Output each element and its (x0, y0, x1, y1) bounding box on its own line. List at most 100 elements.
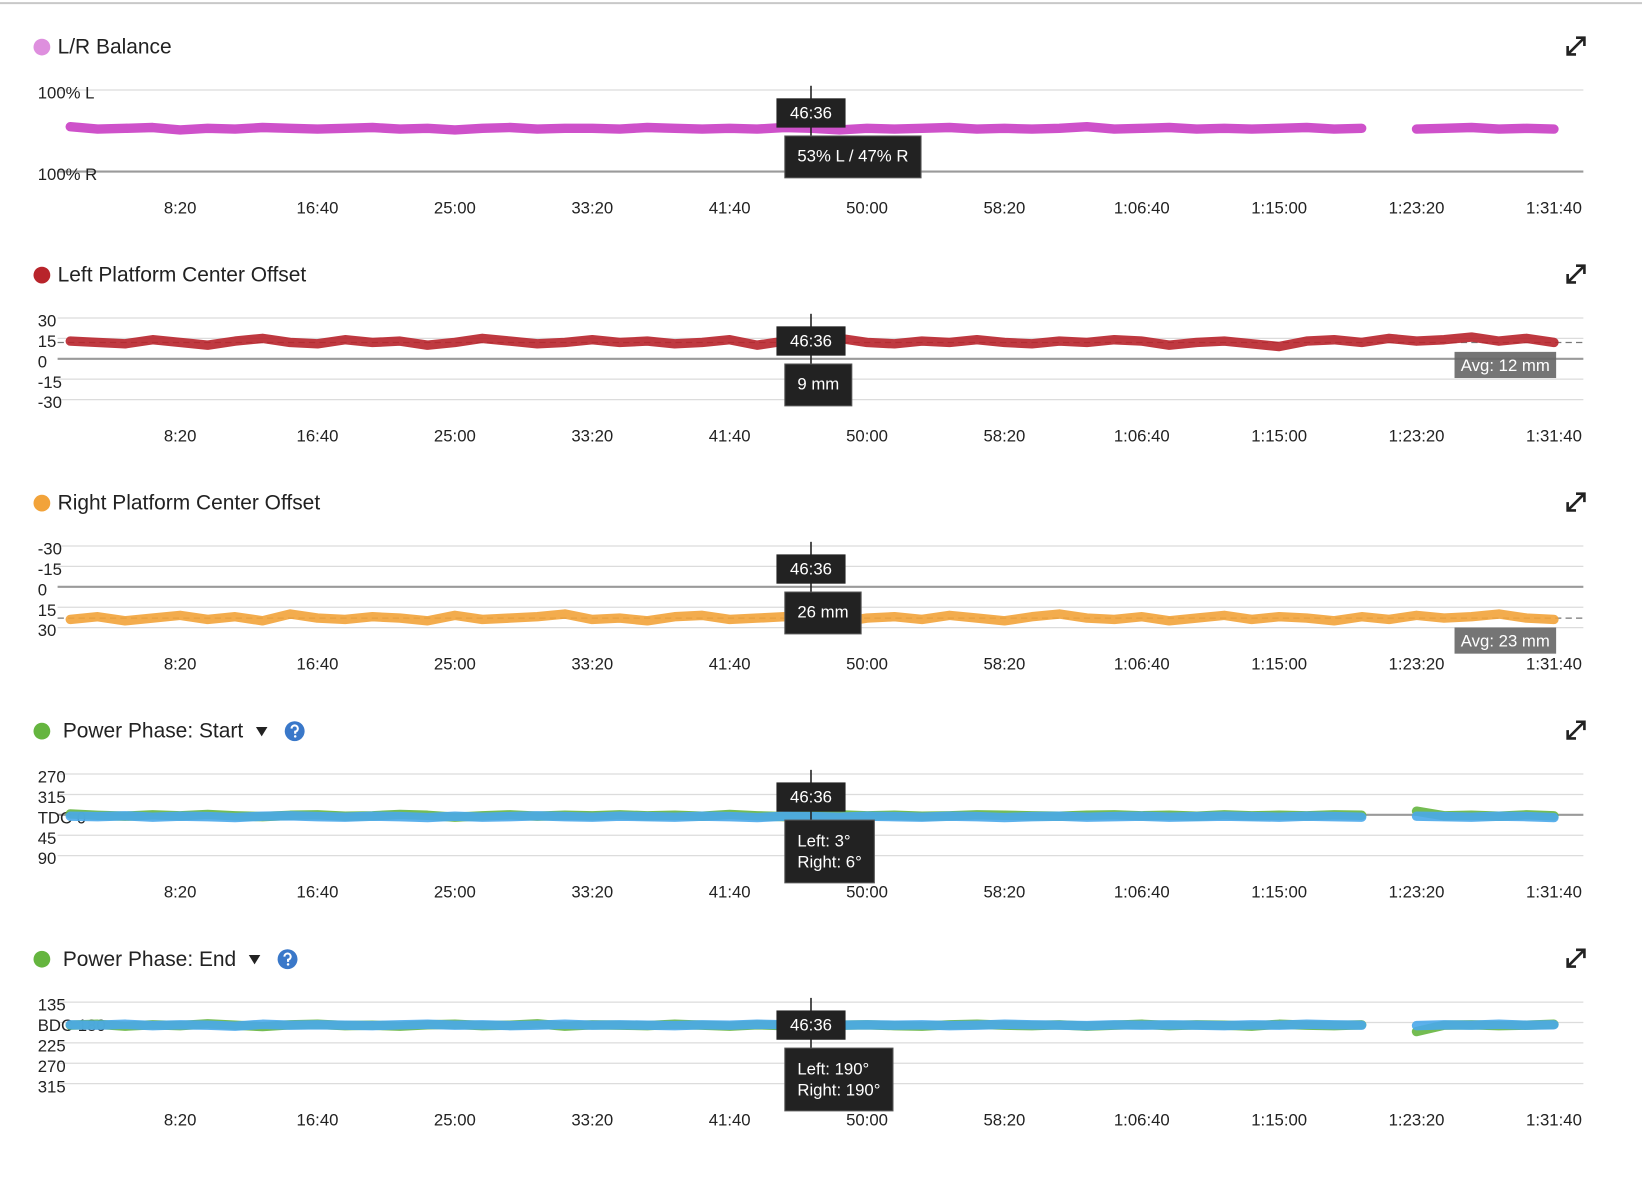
x-tick-label: 1:31:40 (1526, 199, 1582, 218)
data-band (65, 121, 1559, 135)
x-tick-label: 1:06:40 (1114, 655, 1170, 674)
x-tick-label: 33:20 (571, 199, 613, 218)
avg-badge (1454, 627, 1557, 654)
avg-label: Avg: 12 mm (1461, 356, 1550, 375)
x-tick-label: 1:15:00 (1251, 655, 1307, 674)
expand-icon[interactable] (1566, 492, 1586, 512)
x-tick-label: 1:31:40 (1526, 427, 1582, 446)
tooltip-text: 53% L / 47% R (797, 146, 908, 165)
tooltip-box (784, 363, 853, 407)
y-tick-label: 0 (38, 352, 47, 371)
x-tick-label: 1:23:20 (1389, 655, 1445, 674)
x-tick-label: 33:20 (571, 1111, 613, 1130)
expand-icon[interactable] (1566, 264, 1586, 284)
cursor-time: 46:36 (790, 788, 832, 807)
cursor-time-box (776, 782, 846, 812)
x-tick-label: 8:20 (164, 1111, 197, 1130)
cursor-time-box (776, 326, 846, 356)
x-tick-label: 8:20 (164, 427, 197, 446)
x-tick-label: 1:06:40 (1114, 427, 1170, 446)
legend-dot (33, 722, 51, 740)
tooltip-box (784, 1047, 894, 1112)
data-band (65, 811, 1559, 823)
x-tick-label: 50:00 (846, 883, 888, 902)
x-tick-label: 25:00 (434, 199, 476, 218)
tooltip-text: 26 mm (797, 602, 848, 621)
legend-dot (33, 38, 51, 56)
cursor-time: 46:36 (790, 331, 832, 350)
x-tick-label: 1:23:20 (1389, 199, 1445, 218)
x-tick-label: 25:00 (434, 883, 476, 902)
x-tick-label: 1:15:00 (1251, 883, 1307, 902)
tooltip-box (784, 819, 875, 884)
y-tick-label: 0 (38, 580, 47, 599)
x-tick-label: 8:20 (164, 655, 197, 674)
chart-title: Power Phase: End (63, 948, 236, 971)
x-tick-label: 8:20 (164, 199, 197, 218)
y-tick-label: 30 (38, 312, 57, 331)
y-tick-label: -30 (38, 393, 62, 412)
x-tick-label: 1:06:40 (1114, 1111, 1170, 1130)
y-tick-label: 45 (38, 829, 57, 848)
x-tick-label: 50:00 (846, 1111, 888, 1130)
y-tick-label: 100% R (38, 165, 98, 184)
x-tick-label: 58:20 (983, 427, 1025, 446)
tooltip-box (784, 591, 862, 635)
y-tick-label: 270 (38, 1057, 66, 1076)
y-tick-label: 15 (38, 601, 57, 620)
tooltip-text: 9 mm (797, 374, 839, 393)
x-tick-label: 41:40 (709, 427, 751, 446)
dropdown-arrow[interactable] (255, 726, 268, 737)
x-tick-label: 1:15:00 (1251, 1111, 1307, 1130)
x-tick-label: 41:40 (709, 199, 751, 218)
y-tick-label: 30 (38, 621, 57, 640)
chart-title: L/R Balance (58, 36, 172, 59)
x-tick-label: 25:00 (434, 655, 476, 674)
cursor-time-box (776, 1010, 846, 1040)
chart-title: Right Platform Center Offset (58, 492, 321, 515)
x-tick-label: 58:20 (983, 199, 1025, 218)
x-tick-label: 41:40 (709, 883, 751, 902)
chart-title: Left Platform Center Offset (58, 264, 307, 287)
y-tick-label: -30 (38, 540, 62, 559)
y-tick-label: -15 (38, 560, 62, 579)
help-icon[interactable] (284, 721, 305, 742)
x-tick-label: 50:00 (846, 655, 888, 674)
x-tick-label: 50:00 (846, 427, 888, 446)
y-tick-label: 270 (38, 768, 66, 787)
expand-icon[interactable] (1566, 36, 1586, 56)
x-tick-label: 1:23:20 (1389, 427, 1445, 446)
x-tick-label: 33:20 (571, 655, 613, 674)
x-tick-label: 1:23:20 (1389, 883, 1445, 902)
cursor-time: 46:36 (790, 560, 832, 579)
expand-icon[interactable] (1566, 948, 1586, 968)
x-tick-label: 1:15:00 (1251, 427, 1307, 446)
y-tick-label: 90 (38, 849, 57, 868)
help-glyph (290, 724, 299, 734)
help-dot (286, 963, 290, 966)
expand-icon[interactable] (1566, 720, 1586, 740)
tooltip-text: Left: 3° (797, 831, 850, 850)
x-tick-label: 1:23:20 (1389, 1111, 1445, 1130)
y-tick-label: 100% L (38, 84, 95, 103)
x-tick-label: 41:40 (709, 1111, 751, 1130)
y-tick-label: 315 (38, 1077, 66, 1096)
x-tick-label: 58:20 (983, 1111, 1025, 1130)
x-tick-label: 33:20 (571, 427, 613, 446)
tooltip-box (784, 135, 922, 179)
x-tick-label: 58:20 (983, 655, 1025, 674)
legend-dot (33, 494, 51, 512)
x-tick-label: 8:20 (164, 883, 197, 902)
x-tick-label: 25:00 (434, 427, 476, 446)
help-icon[interactable] (277, 949, 298, 970)
cursor-time-box (776, 98, 846, 128)
x-tick-label: 1:31:40 (1526, 1111, 1582, 1130)
dropdown-arrow[interactable] (248, 955, 261, 965)
legend-dot (33, 950, 51, 968)
x-tick-label: 50:00 (846, 199, 888, 218)
legend-dot (33, 266, 51, 284)
